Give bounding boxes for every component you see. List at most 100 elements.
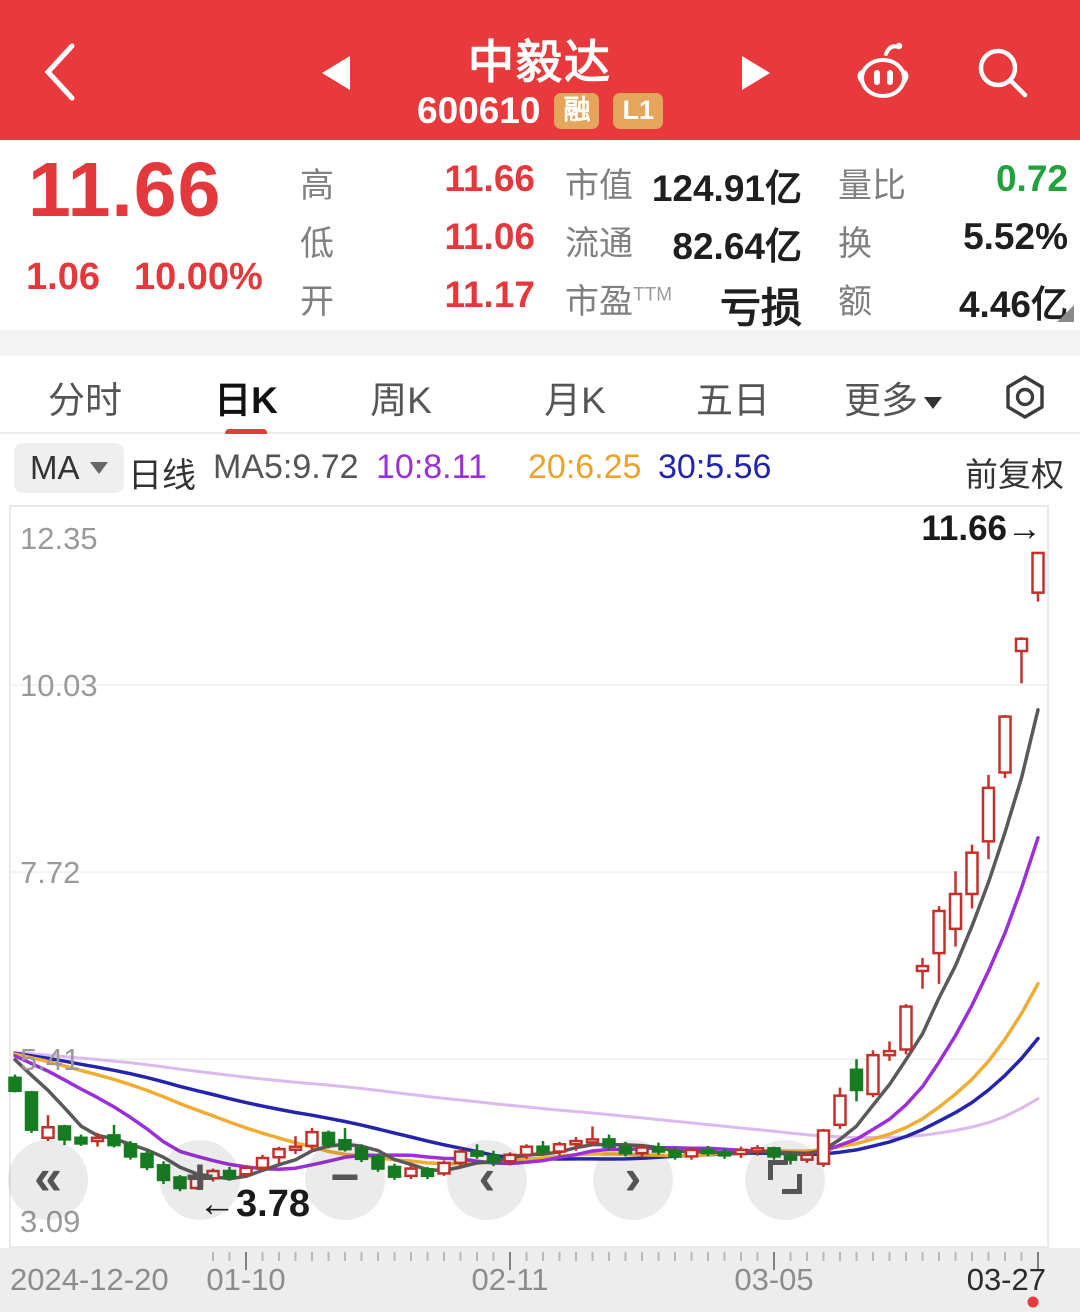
candle-body [420,1168,435,1178]
candle-body [140,1152,154,1169]
low-value: 11.06 [444,216,535,257]
y-axis-label: 3.09 [20,1204,80,1239]
pe-value: 亏损 [720,285,802,331]
candle-body [371,1155,385,1170]
change-percent: 10.00% [133,256,263,298]
candle-body [618,1145,633,1155]
fullscreen-icon [768,1160,802,1194]
x-axis-label: 03-27 [967,1262,1046,1297]
chevron-down-icon [89,462,108,474]
x-axis-label: 03-05 [734,1262,813,1297]
candle-body [404,1167,418,1178]
last-price-annotation: 11.66→ [921,509,1042,548]
candle-body [1014,637,1029,653]
candle-body [107,1134,121,1147]
x-axis-label: 02-11 [472,1262,549,1297]
zoom-in-button[interactable]: + [160,1140,240,1220]
quote-panel: 11.66 1.06 10.00% 高 11.66 低 11.06 开 11.1… [0,140,1080,331]
candle-body [800,1153,814,1161]
section-divider [0,330,1080,356]
rewind-button[interactable]: « [8,1140,88,1220]
pe-ttm-sup: TTM [633,284,673,306]
y-axis-label: 7.72 [20,855,80,890]
high-value: 11.66 [444,158,535,199]
stock-code: 600610 [417,90,541,131]
prev-stock-icon[interactable] [322,56,350,90]
candle-body [849,1068,864,1092]
app-header: 中毅达 600610 融 L1 [0,0,1080,140]
period-tabbar: 分时 日K 周K 月K 五日 更多 [0,356,1080,437]
candle-body [470,1150,484,1157]
search-icon[interactable] [972,42,1036,108]
kline-chart[interactable]: 12.35 10.03 7.72 5.41 3.09 11.66→ ←3.78 2024-12… [0,504,1080,1312]
candle-body [998,715,1012,774]
ma-line-20 [13,981,1040,1166]
pan-right-button[interactable]: › [593,1140,673,1220]
candle-body [882,1049,897,1057]
zoom-out-button[interactable]: − [305,1140,385,1220]
stock-title: 中毅达 [468,36,612,88]
last-price: 11.66 [28,147,222,233]
tab-five-day[interactable]: 五日 [696,380,770,421]
robot-assistant-icon[interactable] [852,38,916,104]
adjust-mode-toggle[interactable]: 前复权 [965,456,1064,493]
volratio-label: 量比 [838,167,906,205]
volratio-value: 0.72 [995,158,1068,199]
tab-weekly-k[interactable]: 周K [370,380,432,421]
fullscreen-button[interactable] [745,1140,825,1220]
low-label: 低 [300,225,334,263]
candle-body [569,1139,583,1146]
indicator-bar: MA 日线 MA5:9.72 10:8.11 20:6.25 30:5.56 前… [0,434,1080,504]
tab-daily-k[interactable]: 日K [214,370,278,437]
tab-fenshi[interactable]: 分时 [48,380,122,421]
candle-body [354,1147,369,1161]
candle-body [57,1125,72,1141]
candle-body [734,1148,748,1156]
candle-body [750,1147,765,1153]
candle-body [651,1146,666,1153]
mktcap-value: 124.91亿 [651,168,802,209]
y-axis-label: 10.03 [20,668,98,703]
tab-more[interactable]: 更多 [844,370,942,424]
candle-body [503,1153,517,1163]
next-stock-icon[interactable] [742,56,770,90]
candle-body [602,1138,616,1148]
open-value: 11.17 [444,274,535,315]
candle-body [635,1146,649,1155]
candle-body [74,1136,88,1145]
amount-value: 4.46亿 [958,284,1068,325]
candle-body [387,1165,402,1178]
candle-body [783,1155,798,1161]
margin-badge: 融 [554,93,600,129]
pan-left-button[interactable]: ‹ [447,1140,527,1220]
x-axis-label: 2024-12-20 [10,1262,169,1297]
candle-body [536,1145,550,1153]
back-icon[interactable] [38,40,82,104]
tab-monthly-k[interactable]: 月K [544,380,606,421]
float-label: 流通 [565,225,633,263]
candle-body [767,1147,781,1158]
chart-settings-icon[interactable] [1002,374,1048,420]
ma-selector[interactable]: MA [14,443,124,493]
candle-body [255,1156,270,1170]
candle-body [519,1145,534,1157]
level1-badge: L1 [613,93,663,129]
candle-body [90,1136,105,1143]
candle-body [173,1176,187,1190]
candle-body [965,851,979,896]
candle-body [701,1148,715,1155]
low-price-annotation: ←3.78 [198,1183,310,1225]
candle-body [222,1169,237,1179]
plot-border [9,505,1049,1248]
turnover-value: 5.52% [963,216,1068,257]
candle-body [816,1129,831,1165]
change-value: 1.06 [26,256,100,298]
candle-body [239,1166,253,1176]
candle-body [585,1138,600,1144]
turnover-label: 换 [838,225,872,263]
expand-quote-icon[interactable] [1057,305,1074,322]
candle-body [866,1053,880,1096]
candle-body [668,1150,682,1158]
candle-body [24,1091,39,1131]
